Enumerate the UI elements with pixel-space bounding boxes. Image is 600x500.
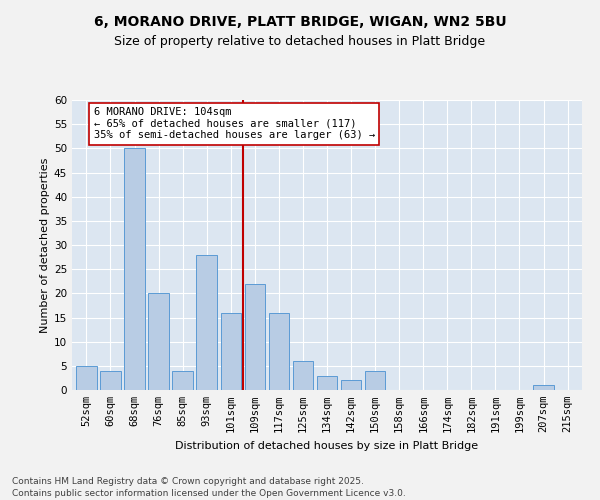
Text: 6, MORANO DRIVE, PLATT BRIDGE, WIGAN, WN2 5BU: 6, MORANO DRIVE, PLATT BRIDGE, WIGAN, WN…	[94, 15, 506, 29]
Bar	[317, 376, 337, 390]
Bar	[293, 361, 313, 390]
Text: Contains HM Land Registry data © Crown copyright and database right 2025.
Contai: Contains HM Land Registry data © Crown c…	[12, 476, 406, 498]
Text: 6 MORANO DRIVE: 104sqm
← 65% of detached houses are smaller (117)
35% of semi-de: 6 MORANO DRIVE: 104sqm ← 65% of detached…	[94, 108, 375, 140]
Bar	[148, 294, 169, 390]
Bar	[341, 380, 361, 390]
Text: Size of property relative to detached houses in Platt Bridge: Size of property relative to detached ho…	[115, 35, 485, 48]
Bar	[124, 148, 145, 390]
Bar	[365, 370, 385, 390]
Bar	[533, 385, 554, 390]
Bar	[76, 366, 97, 390]
X-axis label: Distribution of detached houses by size in Platt Bridge: Distribution of detached houses by size …	[175, 440, 479, 450]
Bar	[269, 312, 289, 390]
Bar	[245, 284, 265, 390]
Bar	[100, 370, 121, 390]
Bar	[196, 254, 217, 390]
Y-axis label: Number of detached properties: Number of detached properties	[40, 158, 50, 332]
Bar	[172, 370, 193, 390]
Bar	[221, 312, 241, 390]
